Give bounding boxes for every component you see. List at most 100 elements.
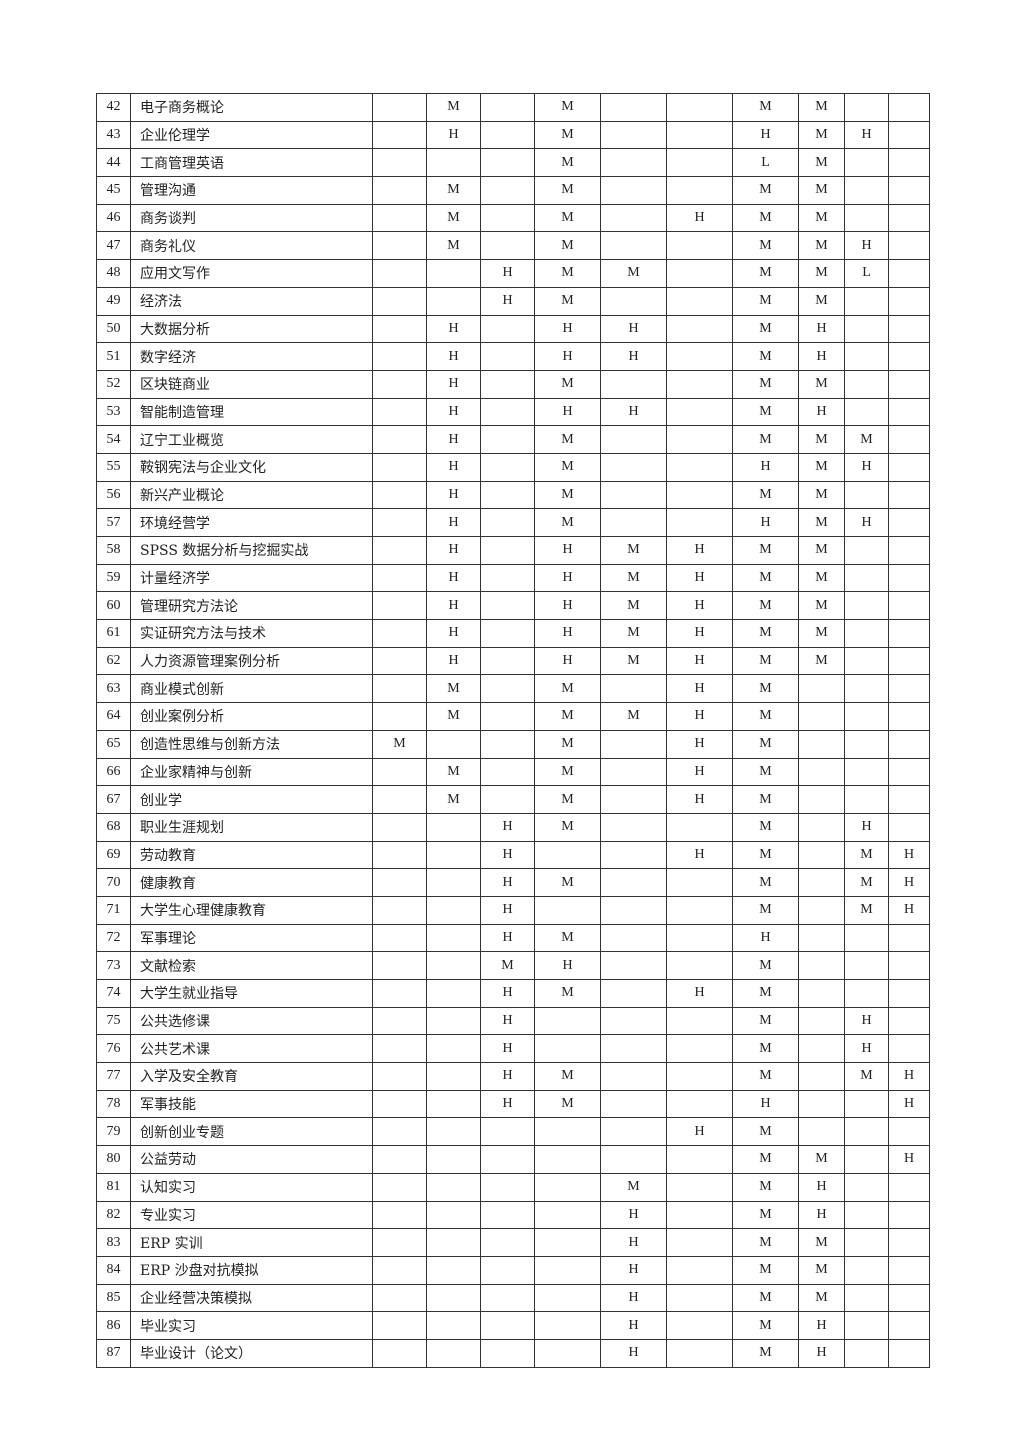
course-number: 66 <box>96 757 131 787</box>
course-name: 实证研究方法与技术 <box>130 619 373 648</box>
course-name: 毕业设计（论文） <box>130 1338 373 1368</box>
course-name: 工商管理英语 <box>130 148 373 178</box>
course-name: 企业经营决策模拟 <box>130 1283 373 1313</box>
requirement-level-cell <box>600 1145 667 1174</box>
requirement-level-cell: H <box>844 508 889 537</box>
course-number: 51 <box>96 342 131 371</box>
requirement-level-cell <box>534 1338 601 1368</box>
requirement-level-cell: H <box>732 452 799 482</box>
requirement-level-cell: M <box>480 951 535 980</box>
requirement-level-cell: M <box>426 674 481 704</box>
table-row: 83 ERP 实训 H M M <box>96 1228 930 1257</box>
requirement-level-cell <box>844 702 889 731</box>
requirement-level-cell <box>844 314 889 344</box>
requirement-level-cell: M <box>798 646 845 676</box>
requirement-level-cell <box>480 1145 535 1174</box>
requirement-level-cell <box>372 1117 427 1147</box>
requirement-level-cell <box>888 1006 930 1036</box>
course-number: 87 <box>96 1338 131 1368</box>
table-row: 51 数字经济 H H H M H <box>96 342 930 371</box>
requirement-level-cell: M <box>732 895 799 925</box>
requirement-level-cell <box>480 1200 535 1230</box>
table-row: 75 公共选修课 H M H <box>96 1006 930 1036</box>
requirement-level-cell <box>844 563 889 593</box>
requirement-level-cell <box>372 508 427 537</box>
requirement-level-cell <box>888 93 930 122</box>
requirement-level-cell: H <box>426 508 481 537</box>
requirement-level-cell: L <box>732 148 799 178</box>
requirement-level-cell: H <box>844 812 889 842</box>
requirement-level-cell: H <box>480 1062 535 1091</box>
requirement-level-cell: H <box>600 314 667 344</box>
course-number: 78 <box>96 1089 131 1119</box>
requirement-level-cell: H <box>426 452 481 482</box>
requirement-level-cell <box>426 979 481 1008</box>
table-row: 58 SPSS 数据分析与挖掘实战 H H M H M M <box>96 536 930 565</box>
course-number: 85 <box>96 1283 131 1313</box>
requirement-level-cell: H <box>480 979 535 1008</box>
requirement-level-cell: M <box>732 979 799 1008</box>
requirement-level-cell: H <box>666 563 733 593</box>
requirement-level-cell: M <box>534 93 601 122</box>
requirement-level-cell <box>666 231 733 261</box>
requirement-level-cell <box>888 203 930 233</box>
requirement-level-cell <box>844 591 889 621</box>
requirement-level-cell: M <box>798 203 845 233</box>
course-number: 83 <box>96 1228 131 1257</box>
course-name: 管理沟通 <box>130 176 373 205</box>
requirement-level-cell: M <box>844 1062 889 1091</box>
requirement-level-cell <box>888 425 930 454</box>
table-row: 78 军事技能 H M H H <box>96 1089 930 1119</box>
requirement-level-cell: H <box>426 342 481 371</box>
requirement-level-cell <box>666 1200 733 1230</box>
requirement-level-cell: H <box>534 591 601 621</box>
requirement-level-cell: H <box>600 1311 667 1340</box>
course-name: SPSS 数据分析与挖掘实战 <box>130 536 373 565</box>
course-name: 经济法 <box>130 286 373 316</box>
requirement-level-cell <box>600 840 667 870</box>
course-name: 公共艺术课 <box>130 1034 373 1064</box>
course-number: 50 <box>96 314 131 344</box>
requirement-level-cell <box>534 895 601 925</box>
requirement-level-cell: M <box>798 452 845 482</box>
course-number: 77 <box>96 1062 131 1091</box>
requirement-level-cell <box>844 757 889 787</box>
requirement-level-cell <box>888 674 930 704</box>
requirement-level-cell <box>844 785 889 814</box>
course-name: 商务礼仪 <box>130 231 373 261</box>
requirement-level-cell: M <box>534 508 601 537</box>
table-row: 44 工商管理英语 M L M <box>96 148 930 178</box>
requirement-level-cell <box>372 646 427 676</box>
course-number: 70 <box>96 868 131 897</box>
course-name: 应用文写作 <box>130 259 373 288</box>
requirement-level-cell <box>480 508 535 537</box>
table-row: 64 创业案例分析 M M M H M <box>96 702 930 731</box>
requirement-level-cell: H <box>666 619 733 648</box>
requirement-level-cell <box>372 203 427 233</box>
requirement-level-cell: M <box>732 729 799 759</box>
requirement-level-cell <box>372 1062 427 1091</box>
requirement-level-cell: H <box>888 1089 930 1119</box>
requirement-level-cell <box>600 757 667 787</box>
requirement-level-cell: M <box>732 286 799 316</box>
requirement-level-cell: M <box>534 979 601 1008</box>
table-body: 42 电子商务概论 M M M M 43 企业伦理学 H M H M H 44 工商管理英语 M L M 45 管理沟… <box>96 93 930 1368</box>
requirement-level-cell: M <box>732 369 799 399</box>
requirement-level-cell <box>600 1034 667 1064</box>
requirement-level-cell <box>600 148 667 178</box>
requirement-level-cell <box>798 1034 845 1064</box>
requirement-level-cell: M <box>732 591 799 621</box>
requirement-level-cell: H <box>666 702 733 731</box>
requirement-level-cell <box>844 1200 889 1230</box>
requirement-level-cell: H <box>798 1172 845 1202</box>
requirement-level-cell <box>666 397 733 427</box>
requirement-level-cell <box>480 314 535 344</box>
requirement-level-cell: H <box>888 868 930 897</box>
requirement-level-cell <box>888 120 930 150</box>
course-name: 大数据分析 <box>130 314 373 344</box>
requirement-level-cell <box>426 1200 481 1230</box>
requirement-level-cell <box>844 951 889 980</box>
requirement-level-cell <box>480 148 535 178</box>
requirement-level-cell <box>426 1172 481 1202</box>
requirement-level-cell: H <box>426 591 481 621</box>
